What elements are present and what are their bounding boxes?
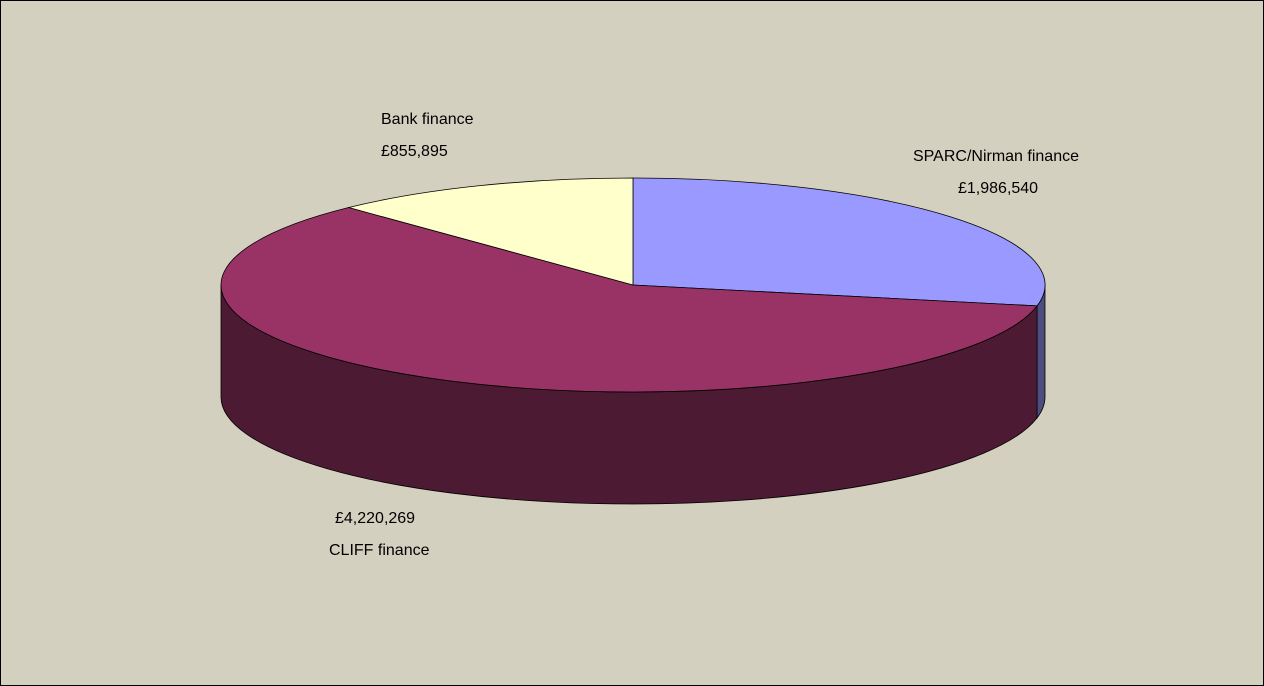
slice-cliff-finance — [220, 207, 1038, 393]
slice-sparc-nirman-finance — [632, 177, 1046, 307]
sparc-finance-name: SPARC/Nirman finance — [913, 148, 1079, 165]
bank-finance-name: Bank finance — [381, 111, 474, 128]
sparc-finance-value: £1,986,540 — [958, 180, 1039, 197]
cliff-finance-name: CLIFF finance — [329, 542, 430, 559]
bank-finance-value: £855,895 — [381, 143, 448, 160]
label-bank-finance: Bank finance £855,895 — [381, 111, 474, 161]
slice-bank-finance — [347, 177, 634, 286]
pie-top-faces — [220, 177, 1046, 393]
cliff-finance-value: £4,220,269 — [335, 510, 416, 527]
label-cliff-finance: £4,220,269 CLIFF finance — [329, 510, 429, 560]
label-sparc-finance: SPARC/Nirman finance £1,986,540 — [913, 148, 1079, 198]
